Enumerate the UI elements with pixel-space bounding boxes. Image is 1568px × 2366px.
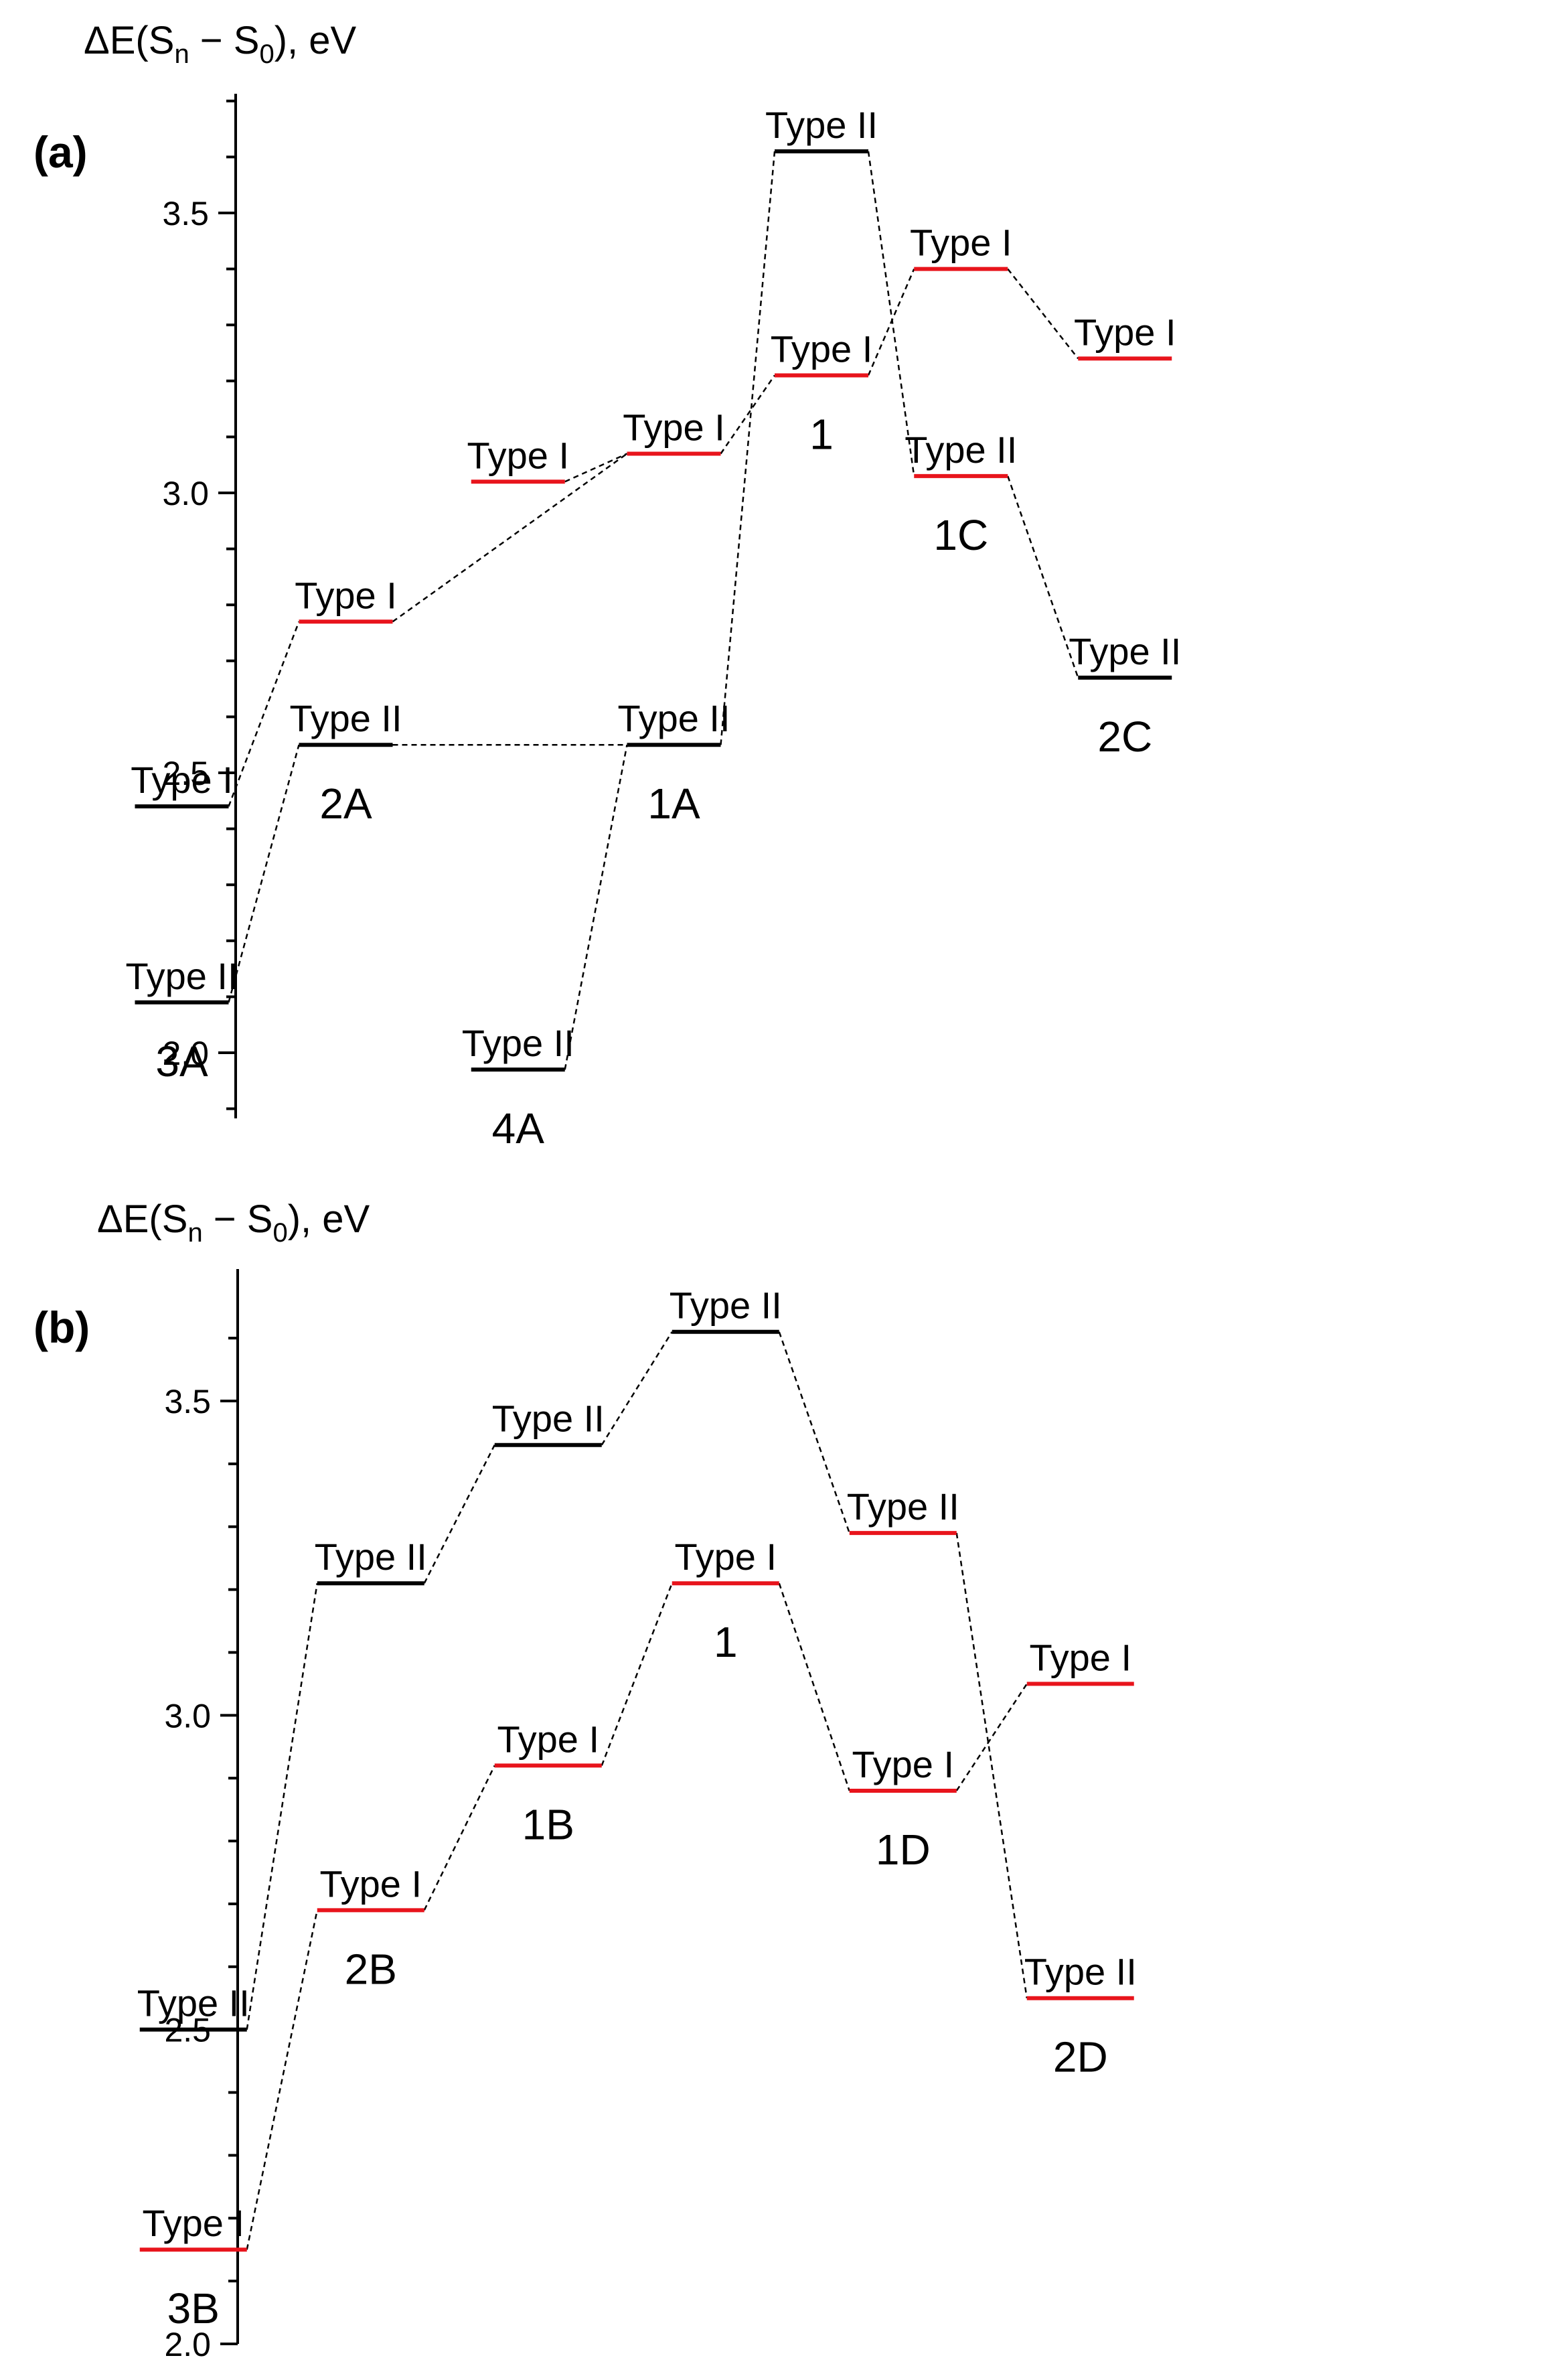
level-type-label: Type II [462, 1022, 574, 1064]
level-type-label: Type II [905, 429, 1017, 471]
connector-line [720, 151, 776, 745]
connector-line [423, 1765, 495, 1911]
panel-label: (b) [33, 1303, 90, 1352]
y-tick-label: 3.0 [162, 475, 209, 512]
connector-line [1007, 268, 1079, 360]
species-label: 1A [647, 780, 700, 828]
species-label: 1 [714, 1618, 738, 1666]
level-type-label: Type I [497, 1718, 599, 1760]
level-type-label: Type I [623, 406, 725, 448]
level-type-label: Type I [771, 327, 873, 370]
y-tick-label: 2.0 [162, 1035, 209, 1072]
y-tick-label: 2.5 [162, 755, 209, 792]
level-type-label: Type II [125, 955, 238, 997]
connector-line [423, 1445, 495, 1584]
connector-line [955, 1683, 1028, 1791]
connector-line [867, 269, 915, 376]
level-type-label: Type I [467, 434, 569, 476]
level-type-label: Type II [289, 697, 402, 739]
level-type-label: Type I [674, 1536, 777, 1578]
connector-line [392, 453, 628, 623]
level-type-label: Type II [617, 697, 730, 739]
connector-line [778, 1582, 850, 1791]
connector-line [564, 453, 628, 483]
connector-line [228, 621, 300, 807]
level-type-label: Type II [847, 1485, 959, 1528]
level-type-label: Type II [492, 1398, 605, 1440]
connector-line [778, 1331, 850, 1534]
connector-line [228, 744, 300, 1003]
level-type-label: Type I [1074, 311, 1176, 353]
level-type-label: Type II [1069, 630, 1181, 672]
connector-line [246, 1910, 318, 2250]
connector-line [1007, 475, 1079, 678]
level-type-label: Type II [670, 1284, 782, 1327]
level-type-label: Type I [295, 574, 397, 616]
y-axis-label: ΔE(Sn − S0), eV [84, 19, 357, 69]
connector-line [601, 1582, 673, 1766]
y-tick-label: 3.5 [164, 1383, 211, 1420]
species-label: 2D [1053, 2033, 1108, 2081]
level-type-label: Type I [910, 222, 1012, 264]
level-type-label: Type I [852, 1743, 954, 1785]
species-label: 1C [933, 511, 988, 559]
level-type-label: Type II [1024, 1951, 1137, 1993]
level-type-label: Type I [1029, 1636, 1131, 1678]
species-label: 1 [809, 410, 834, 458]
level-type-label: Type I [131, 759, 233, 801]
connector-line [246, 1583, 318, 2030]
panel-a: ΔE(Sn − S0), eV (a) 2.0 2.5 3.0 3.5 Type I Type… [33, 19, 1181, 1153]
level-type-label: Type II [315, 1536, 427, 1578]
species-label: 1B [522, 1800, 574, 1848]
y-axis-label: ΔE(Sn − S0), eV [97, 1197, 370, 1248]
species-label: 3A [155, 1037, 208, 1086]
panel-label: (a) [33, 127, 88, 177]
level-type-label: Type II [765, 104, 878, 146]
level-type-label: Type I [319, 1862, 422, 1905]
connector-line [564, 744, 628, 1070]
species-label: 4A [492, 1104, 545, 1153]
connector-line [720, 374, 776, 455]
level-type-label: Type I [142, 2202, 244, 2244]
level-type-label: Type II [137, 1982, 250, 2024]
species-label: 1D [876, 1826, 931, 1874]
species-label: 3B [167, 2284, 220, 2333]
connector-line [601, 1331, 673, 1446]
species-label: 2C [1097, 713, 1152, 761]
species-label: 2A [319, 780, 372, 828]
species-label: 2B [345, 1945, 397, 1993]
connector-line [867, 151, 915, 477]
connector-line [955, 1532, 1028, 1998]
y-tick-label: 3.0 [164, 1697, 211, 1734]
y-tick-label: 3.5 [162, 195, 209, 232]
y-tick-label: 2.0 [164, 2326, 211, 2363]
